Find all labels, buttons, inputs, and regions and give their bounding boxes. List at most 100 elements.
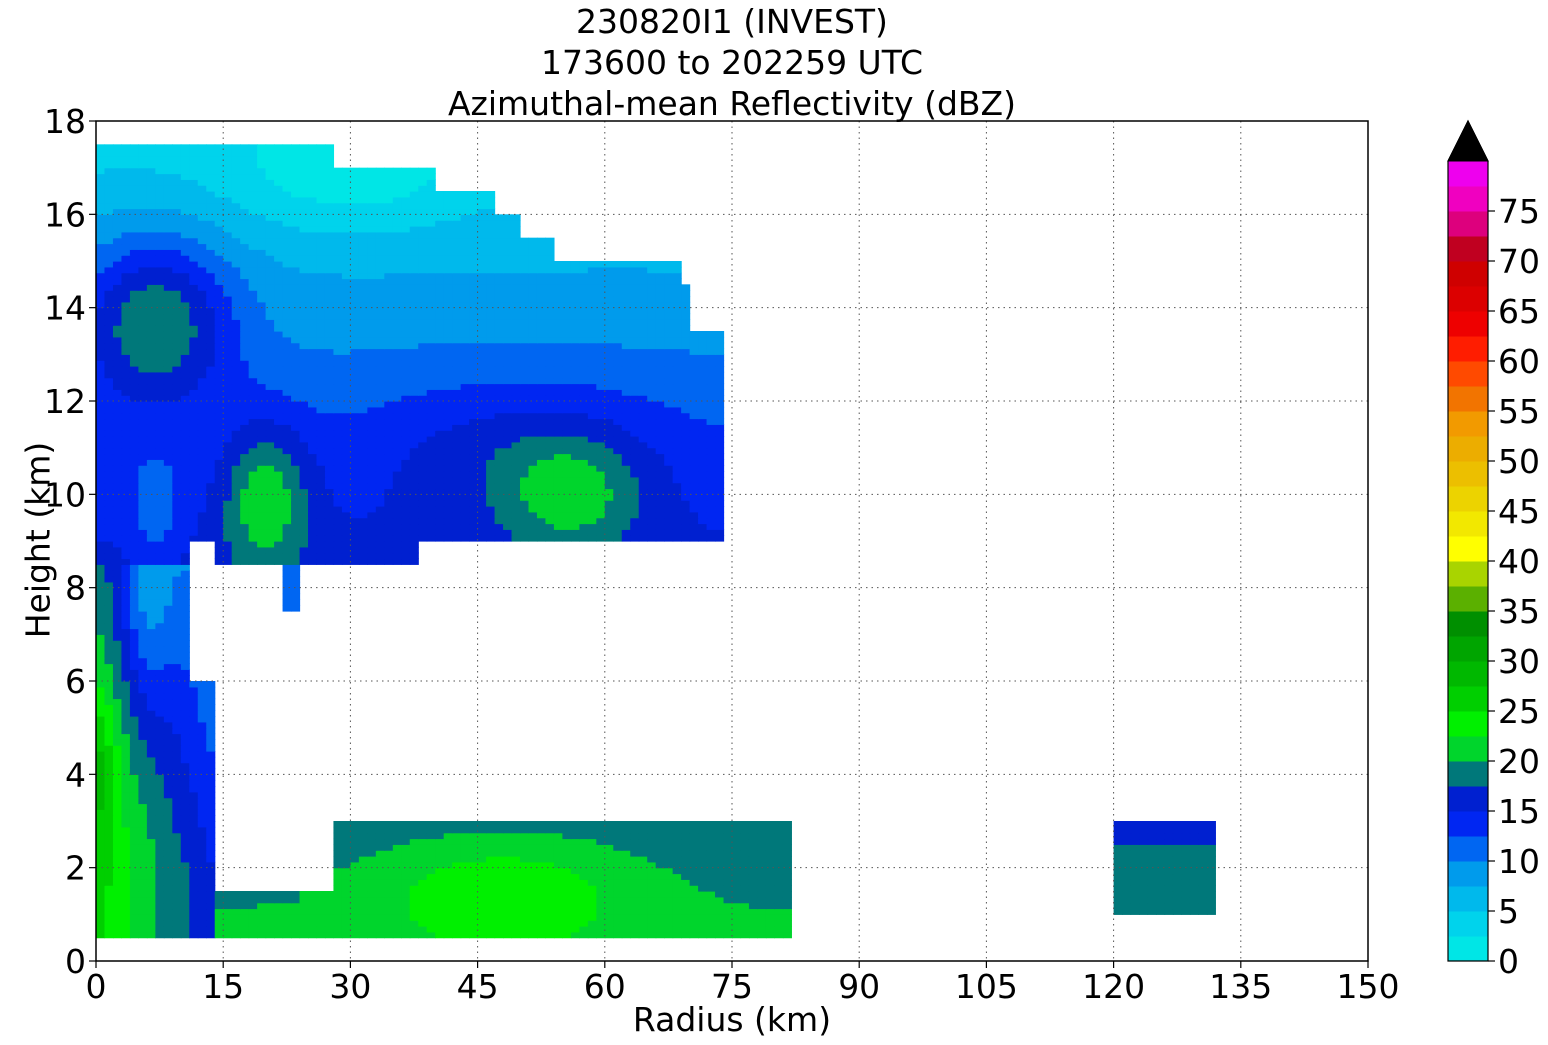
contour-cell xyxy=(96,657,106,665)
contour-cell xyxy=(562,354,572,361)
contour-cell xyxy=(579,447,589,455)
contour-cell xyxy=(638,395,648,402)
contour-cell xyxy=(96,692,106,700)
contour-cell xyxy=(655,371,665,379)
contour-cell xyxy=(223,523,233,530)
contour-cell xyxy=(460,459,470,466)
contour-cell xyxy=(460,867,470,875)
contour-cell xyxy=(520,885,530,892)
contour-cell xyxy=(248,453,258,460)
contour-cell xyxy=(401,931,411,939)
contour-cell xyxy=(163,704,173,711)
contour-cell xyxy=(163,850,173,857)
contour-cell xyxy=(308,406,318,414)
contour-cell xyxy=(155,465,165,472)
contour-cell xyxy=(647,511,657,519)
contour-cell xyxy=(520,354,530,361)
contour-cell xyxy=(155,395,165,402)
contour-cell xyxy=(180,651,190,659)
contour-cell xyxy=(274,494,284,501)
contour-cell xyxy=(469,348,479,355)
contour-cell xyxy=(604,879,614,886)
contour-cell xyxy=(579,476,589,484)
contour-cell xyxy=(477,844,487,851)
contour-cell xyxy=(765,885,775,892)
contour-cell xyxy=(418,908,428,915)
contour-cell xyxy=(146,844,156,851)
contour-cell xyxy=(706,482,716,490)
contour-cell xyxy=(324,453,335,460)
contour-cell xyxy=(1172,832,1183,840)
contour-cell xyxy=(706,838,716,845)
contour-cell xyxy=(282,371,292,379)
contour-cell xyxy=(392,500,402,507)
contour-cell xyxy=(274,424,284,431)
contour-cell xyxy=(1164,902,1174,910)
contour-cell xyxy=(155,786,165,793)
contour-cell xyxy=(367,412,377,420)
contour-cell xyxy=(562,896,572,904)
contour-cell xyxy=(189,826,199,834)
contour-cell xyxy=(96,622,106,630)
contour-cell xyxy=(638,465,648,472)
contour-cell xyxy=(316,424,326,431)
contour-cell xyxy=(341,920,351,927)
contour-cell xyxy=(112,850,123,857)
contour-cell xyxy=(129,698,139,705)
contour-cell xyxy=(1172,908,1183,915)
contour-cell xyxy=(494,348,504,355)
contour-cell xyxy=(621,861,631,869)
contour-cell xyxy=(257,920,267,927)
contour-cell xyxy=(274,523,284,530)
contour-cell xyxy=(528,401,538,408)
contour-cell xyxy=(121,412,131,420)
contour-cell xyxy=(189,721,199,729)
contour-cell xyxy=(248,517,258,525)
contour-cell xyxy=(282,599,292,606)
contour-cell xyxy=(206,383,216,390)
contour-cell xyxy=(189,850,199,857)
contour-cell xyxy=(503,902,513,910)
contour-cell xyxy=(104,786,114,793)
contour-cell xyxy=(206,716,216,723)
contour-cell xyxy=(384,377,394,385)
contour-cell xyxy=(630,459,640,466)
contour-cell xyxy=(647,896,657,904)
contour-cell xyxy=(1113,832,1123,840)
contour-cell xyxy=(681,482,691,490)
contour-cell xyxy=(494,360,504,367)
contour-cell xyxy=(1156,867,1166,875)
contour-cell xyxy=(358,902,368,910)
contour-cell xyxy=(96,389,106,396)
contour-cell xyxy=(129,838,139,845)
contour-cell xyxy=(392,412,402,420)
contour-cell xyxy=(520,821,530,828)
contour-cell xyxy=(715,336,725,344)
contour-cell xyxy=(291,931,301,939)
contour-cell xyxy=(358,891,368,898)
contour-cell xyxy=(308,459,318,466)
contour-cell xyxy=(520,529,530,536)
contour-cell xyxy=(265,908,275,915)
contour-cell xyxy=(163,815,173,822)
contour-cell xyxy=(104,371,114,379)
contour-cell xyxy=(452,424,462,431)
contour-cell xyxy=(265,436,275,443)
contour-cell xyxy=(248,459,258,466)
contour-cell xyxy=(248,500,258,507)
contour-cell xyxy=(112,756,123,764)
contour-cell xyxy=(748,931,759,939)
contour-cell xyxy=(350,867,360,875)
contour-cell xyxy=(477,336,487,344)
contour-cell xyxy=(409,389,419,396)
contour-cell xyxy=(774,821,784,828)
contour-cell xyxy=(96,406,106,414)
contour-cell xyxy=(1147,844,1157,851)
contour-cell xyxy=(248,401,258,408)
contour-cell xyxy=(172,774,182,781)
contour-cell xyxy=(282,383,292,390)
contour-cell xyxy=(197,377,207,385)
contour-cell xyxy=(265,395,275,402)
contour-cell xyxy=(248,354,258,361)
contour-cell xyxy=(231,401,241,408)
